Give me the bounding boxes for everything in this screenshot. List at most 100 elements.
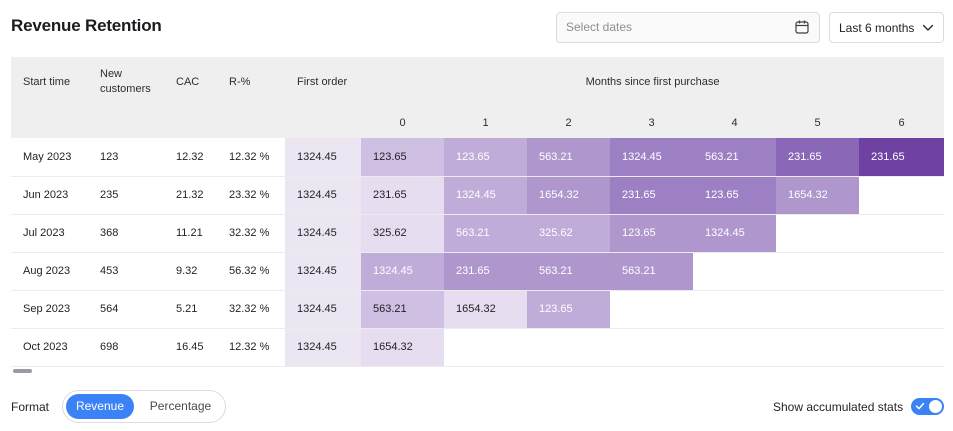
format-segmented-control[interactable]: Revenue Percentage bbox=[62, 390, 226, 423]
month-number: 6 bbox=[859, 107, 944, 138]
horizontal-scrollbar[interactable] bbox=[11, 366, 944, 375]
date-picker[interactable] bbox=[556, 12, 820, 43]
retention-cell: 1324.45 bbox=[361, 252, 444, 291]
cac-cell: 16.45 bbox=[176, 341, 204, 354]
cac-cell: 5.21 bbox=[164, 290, 217, 329]
retention-cell: 1654.32 bbox=[444, 290, 527, 329]
table-row: Jul 2023 368 11.21 32.32 % 1324.45 325.62 563.… bbox=[11, 214, 944, 253]
new-customers-cell: 368 bbox=[88, 214, 164, 253]
col-first-order: First order bbox=[285, 57, 361, 107]
col-cac: CAC bbox=[164, 57, 217, 107]
empty-cell bbox=[776, 290, 859, 329]
retention-table-container: Start time New customers CAC R-% First o… bbox=[11, 57, 944, 366]
start-time-cell: Jul 2023 bbox=[11, 214, 88, 253]
empty-cell bbox=[776, 328, 859, 366]
col-new-customers: New customers bbox=[88, 57, 164, 107]
month-number: 4 bbox=[693, 107, 776, 138]
chevron-down-icon bbox=[922, 24, 934, 31]
retention-cell: 1654.32 bbox=[527, 176, 610, 215]
empty-cell bbox=[859, 252, 944, 291]
accumulated-stats-toggle[interactable] bbox=[911, 398, 944, 415]
cac-cell: 11.21 bbox=[164, 214, 217, 253]
retention-cell: 1324.45 bbox=[444, 176, 527, 215]
retention-cell: 1654.32 bbox=[776, 176, 859, 215]
empty-cell bbox=[776, 252, 859, 291]
header-blank bbox=[164, 107, 217, 138]
format-label: Format bbox=[11, 400, 50, 414]
start-time-cell: Sep 2023 bbox=[11, 290, 88, 329]
month-number: 1 bbox=[444, 107, 527, 138]
retention-table: Start time New customers CAC R-% First o… bbox=[11, 57, 944, 366]
retention-cell: 123.65 bbox=[610, 214, 693, 253]
retention-cell: 325.62 bbox=[361, 214, 444, 253]
retention-cell: 1324.45 bbox=[610, 138, 693, 177]
month-number: 5 bbox=[776, 107, 859, 138]
new-customers-cell: 123 bbox=[88, 138, 164, 177]
first-order-cell: 1324.45 bbox=[285, 176, 361, 215]
col-start-time: Start time bbox=[11, 57, 88, 107]
range-select-label: Last 6 months bbox=[839, 21, 915, 35]
empty-cell bbox=[859, 328, 944, 366]
range-select[interactable]: Last 6 months bbox=[829, 12, 944, 43]
col-months-since: Months since first purchase bbox=[361, 57, 944, 107]
cac-cell: 12.32 bbox=[164, 138, 217, 177]
first-order-cell: 1324.45 bbox=[285, 290, 361, 329]
month-number: 2 bbox=[527, 107, 610, 138]
month-number: 0 bbox=[361, 107, 444, 138]
empty-cell bbox=[859, 176, 944, 215]
retention-cell: 563.21 bbox=[527, 252, 610, 291]
retention-cell: 563.21 bbox=[444, 214, 527, 253]
format-option-percentage[interactable]: Percentage bbox=[149, 399, 212, 413]
retention-table-body: May 2023 123 12.32 12.32 % 1324.45 123.65 123.… bbox=[11, 138, 944, 366]
retention-cell: 123.65 bbox=[693, 176, 776, 215]
date-input[interactable] bbox=[566, 20, 776, 34]
retention-cell: 231.65 bbox=[859, 138, 944, 177]
accumulated-stats-label: Show accumulated stats bbox=[773, 400, 904, 414]
first-order-cell: 1324.45 bbox=[285, 328, 361, 366]
retention-cell: 231.65 bbox=[776, 138, 859, 177]
header-blank bbox=[217, 107, 285, 138]
table-row: Aug 2023 453 9.32 56.32 % 1324.45 1324.45 231.… bbox=[11, 252, 944, 291]
retention-cell: 231.65 bbox=[444, 252, 527, 291]
r-percent-cell: 56.32 % bbox=[217, 252, 285, 291]
new-customers-cell: 564 bbox=[88, 290, 164, 329]
empty-cell bbox=[693, 328, 776, 366]
col-r-percent: R-% bbox=[217, 57, 285, 107]
empty-cell bbox=[693, 290, 776, 329]
calendar-icon[interactable] bbox=[795, 20, 809, 34]
retention-cell: 1654.32 bbox=[361, 328, 444, 366]
header-blank bbox=[88, 107, 164, 138]
retention-cell: 123.65 bbox=[527, 290, 610, 329]
cac-cell: 9.32 bbox=[164, 252, 217, 291]
new-customers-cell: 235 bbox=[88, 176, 164, 215]
new-customers-cell: 453 bbox=[88, 252, 164, 291]
col-new-customers-label: New customers bbox=[100, 68, 151, 95]
scrollbar-thumb[interactable] bbox=[13, 369, 32, 373]
header-blank bbox=[285, 107, 361, 138]
toggle-knob bbox=[929, 400, 942, 413]
new-customers-cell: 698 bbox=[100, 341, 119, 354]
retention-cell: 563.21 bbox=[527, 138, 610, 177]
header-blank bbox=[11, 107, 88, 138]
first-order-cell: 1324.45 bbox=[285, 214, 361, 253]
empty-cell bbox=[859, 290, 944, 329]
r-percent-cell: 32.32 % bbox=[217, 290, 285, 329]
empty-cell bbox=[610, 290, 693, 329]
month-number: 3 bbox=[610, 107, 693, 138]
cac-cell: 21.32 bbox=[164, 176, 217, 215]
start-time-cell: Aug 2023 bbox=[11, 252, 88, 291]
empty-cell bbox=[776, 214, 859, 253]
first-order-cell: 1324.45 bbox=[285, 138, 361, 177]
table-row: May 2023 123 12.32 12.32 % 1324.45 123.65 123.… bbox=[11, 138, 944, 177]
retention-cell: 563.21 bbox=[693, 138, 776, 177]
table-row: Jun 2023 235 21.32 23.32 % 1324.45 231.65 1324… bbox=[11, 176, 944, 215]
start-time-cell: Oct 2023 bbox=[23, 341, 68, 354]
format-option-revenue[interactable]: Revenue bbox=[66, 394, 134, 419]
first-order-cell: 1324.45 bbox=[285, 252, 361, 291]
retention-cell: 231.65 bbox=[610, 176, 693, 215]
r-percent-cell: 12.32 % bbox=[217, 138, 285, 177]
retention-cell: 563.21 bbox=[610, 252, 693, 291]
retention-cell: 563.21 bbox=[361, 290, 444, 329]
table-row: Sep 2023 564 5.21 32.32 % 1324.45 563.21 1654.… bbox=[11, 290, 944, 329]
retention-cell: 1324.45 bbox=[693, 214, 776, 253]
